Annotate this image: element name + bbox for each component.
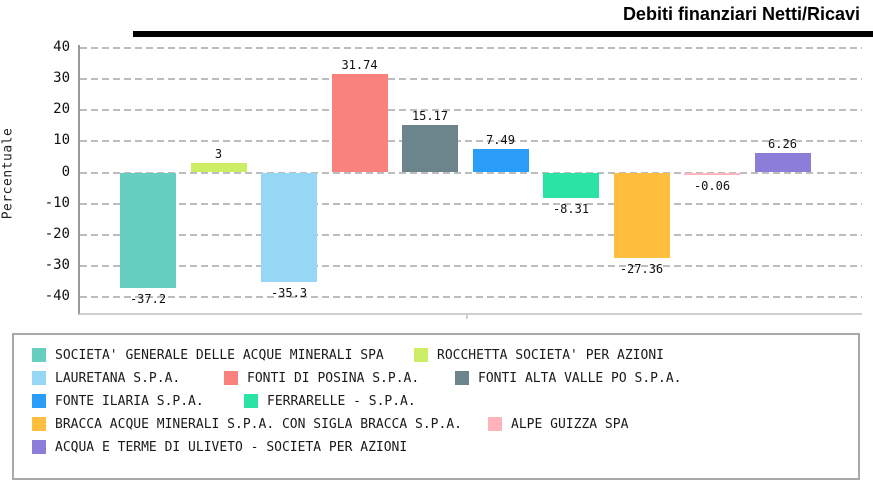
legend-item: FONTI ALTA VALLE PO S.P.A. (455, 370, 682, 386)
legend-label: BRACCA ACQUE MINERALI S.P.A. CON SIGLA B… (55, 416, 462, 432)
y-tick-label: 10 (53, 132, 70, 149)
chart-title: Debiti finanziari Netti/Ricavi (622, 4, 860, 24)
legend-swatch (32, 417, 46, 431)
gridline (80, 233, 862, 236)
title-underline (133, 31, 873, 37)
bar (190, 163, 247, 173)
legend-item: BRACCA ACQUE MINERALI S.P.A. CON SIGLA B… (32, 416, 462, 432)
legend-label: FONTI DI POSINA S.P.A. (247, 370, 420, 386)
bar-value-label: 15.17 (411, 109, 449, 124)
bar (261, 172, 317, 283)
bar (472, 149, 529, 173)
bar-value-label: 6.26 (768, 137, 797, 152)
y-tick-label: -40 (44, 288, 70, 304)
y-tick-label: 40 (53, 39, 70, 55)
bar (120, 172, 176, 289)
y-tick-label: 0 (61, 163, 70, 180)
bar (543, 172, 599, 199)
legend-swatch (32, 371, 46, 385)
bar (684, 172, 740, 175)
gridline (80, 171, 862, 174)
gridline (80, 109, 862, 112)
legend-label: SOCIETA' GENERALE DELLE ACQUE MINERALI S… (55, 347, 384, 363)
legend-item: LAURETANA S.P.A. (32, 370, 180, 386)
legend-label: ALPE GUIZZA SPA (511, 416, 629, 432)
gridline (80, 140, 862, 143)
legend-label: LAURETANA S.P.A. (55, 370, 181, 386)
legend-swatch (488, 417, 502, 431)
legend-swatch (455, 371, 469, 385)
bar-value-label: 7.49 (486, 133, 515, 148)
bar (331, 73, 388, 173)
legend-item: SOCIETA' GENERALE DELLE ACQUE MINERALI S… (32, 347, 384, 363)
gridline (80, 264, 862, 267)
y-tick-label: 30 (53, 70, 70, 87)
legend-item: ALPE GUIZZA SPA (488, 416, 628, 432)
gridline (80, 47, 862, 49)
legend-item: FONTE ILARIA S.P.A. (32, 393, 204, 409)
bar-value-label: -37.2 (129, 292, 167, 307)
bar (402, 125, 458, 173)
bar-value-label: 31.74 (341, 57, 378, 72)
bar (754, 153, 811, 173)
legend-item: FERRARELLE - S.P.A. (244, 393, 416, 409)
legend-swatch (32, 394, 46, 408)
legend-label: FERRARELLE - S.P.A. (267, 393, 416, 409)
bar-value-label: 3 (214, 147, 223, 162)
gridline (80, 296, 862, 298)
y-tick-label: -30 (44, 256, 70, 273)
legend-swatch (414, 348, 428, 362)
legend-item: ROCCHETTA SOCIETA' PER AZIONI (414, 347, 664, 363)
legend-swatch (244, 394, 258, 408)
legend-swatch (32, 348, 46, 362)
legend-swatch (224, 371, 238, 385)
gridline (80, 78, 862, 81)
legend-label: FONTI ALTA VALLE PO S.P.A. (478, 370, 682, 386)
bar-value-label: -27.36 (619, 261, 664, 276)
bar-value-label: -35.3 (270, 286, 308, 301)
legend-item: FONTI DI POSINA S.P.A. (224, 370, 419, 386)
y-tick-label: 20 (53, 101, 70, 118)
bar (613, 172, 670, 258)
y-tick-label: -10 (44, 194, 70, 211)
legend-item: ACQUA E TERME DI ULIVETO - SOCIETA PER A… (32, 439, 407, 455)
plot-area: -37.2 3 -35.3 31.74 15.17 7.49 -8.31 -27.36 -0.0… (78, 45, 862, 319)
bar-chart: Percentuale -37.2 3 -35.3 31.74 15.17 7.49 -8.… (0, 39, 873, 335)
legend-label: FONTE ILARIA S.P.A. (55, 393, 204, 409)
legend-swatch (32, 440, 46, 454)
gridline (80, 202, 862, 205)
legend-box: SOCIETA' GENERALE DELLE ACQUE MINERALI S… (12, 333, 860, 480)
bar-value-label: -8.31 (552, 202, 590, 217)
x-axis-tick (466, 313, 468, 319)
legend-label: ROCCHETTA SOCIETA' PER AZIONI (437, 347, 664, 363)
legend-label: ACQUA E TERME DI ULIVETO - SOCIETA PER A… (55, 439, 408, 455)
y-tick-label: -20 (44, 225, 70, 242)
bar-value-label: -0.06 (693, 178, 731, 193)
